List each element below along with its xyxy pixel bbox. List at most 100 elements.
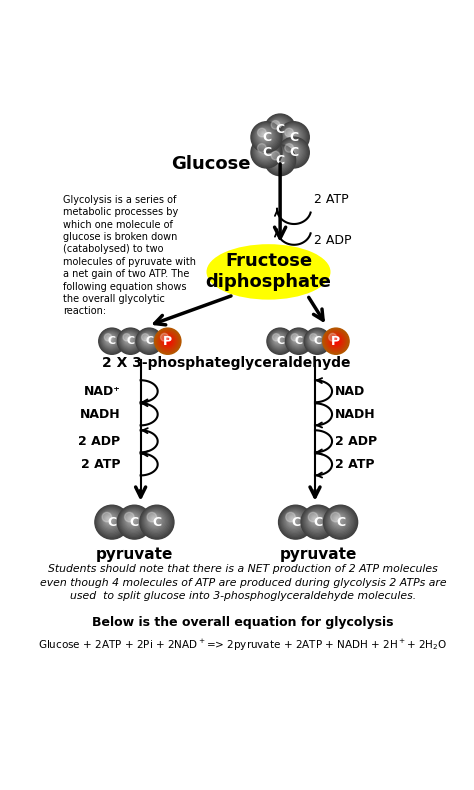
Circle shape	[119, 330, 141, 352]
Circle shape	[331, 336, 341, 347]
Circle shape	[334, 515, 343, 525]
Circle shape	[283, 126, 303, 146]
Circle shape	[286, 130, 298, 141]
Circle shape	[259, 145, 271, 157]
Circle shape	[325, 507, 355, 536]
Circle shape	[139, 332, 157, 349]
Circle shape	[256, 142, 274, 160]
Text: pyruvate: pyruvate	[279, 547, 357, 562]
Circle shape	[289, 147, 295, 153]
Circle shape	[331, 513, 340, 522]
Circle shape	[314, 338, 316, 340]
Circle shape	[324, 506, 357, 539]
Circle shape	[311, 335, 320, 344]
Circle shape	[266, 146, 293, 173]
Circle shape	[102, 513, 111, 522]
Text: C: C	[130, 516, 139, 529]
Circle shape	[285, 512, 303, 530]
Circle shape	[284, 128, 301, 144]
Circle shape	[276, 126, 279, 128]
Text: NAD: NAD	[335, 385, 365, 397]
Text: C: C	[313, 516, 323, 529]
Circle shape	[277, 338, 279, 340]
Circle shape	[271, 333, 287, 348]
Circle shape	[289, 133, 293, 137]
Circle shape	[124, 334, 135, 345]
Circle shape	[287, 329, 310, 352]
Circle shape	[274, 123, 282, 131]
Circle shape	[146, 512, 164, 530]
Circle shape	[257, 144, 266, 152]
Circle shape	[98, 508, 125, 535]
Circle shape	[309, 333, 323, 347]
Circle shape	[254, 140, 278, 164]
Circle shape	[161, 334, 175, 348]
Circle shape	[279, 122, 308, 152]
Circle shape	[289, 148, 293, 152]
Circle shape	[273, 334, 284, 345]
Circle shape	[144, 509, 169, 534]
Circle shape	[290, 517, 297, 523]
Circle shape	[162, 335, 174, 348]
Circle shape	[313, 517, 318, 521]
Circle shape	[164, 337, 172, 345]
Circle shape	[295, 337, 299, 341]
Circle shape	[268, 118, 291, 140]
Circle shape	[270, 119, 288, 137]
Circle shape	[326, 508, 354, 535]
Circle shape	[262, 148, 266, 152]
Text: Students should note that there is a NET production of 2 ATP molecules
even thou: Students should note that there is a NET…	[40, 565, 446, 601]
Circle shape	[290, 134, 292, 136]
Circle shape	[289, 331, 308, 350]
Circle shape	[269, 149, 290, 170]
Circle shape	[282, 125, 304, 148]
Circle shape	[275, 336, 282, 343]
Circle shape	[252, 122, 281, 152]
Circle shape	[326, 332, 346, 351]
Circle shape	[268, 329, 292, 353]
Circle shape	[167, 340, 169, 342]
Circle shape	[289, 515, 298, 525]
Circle shape	[129, 517, 134, 521]
Text: 2 ADP: 2 ADP	[335, 435, 377, 448]
Circle shape	[279, 138, 308, 167]
Circle shape	[306, 330, 328, 352]
Circle shape	[149, 514, 161, 526]
Circle shape	[123, 334, 136, 346]
Circle shape	[332, 514, 346, 527]
Text: C: C	[145, 337, 153, 346]
Text: C: C	[295, 337, 303, 346]
Circle shape	[270, 331, 289, 350]
Circle shape	[310, 333, 317, 341]
Text: C: C	[275, 154, 285, 167]
Circle shape	[107, 517, 111, 521]
Text: P: P	[331, 335, 340, 348]
Text: 2 ATP: 2 ATP	[81, 458, 120, 471]
Circle shape	[96, 506, 128, 538]
Circle shape	[273, 334, 285, 346]
Circle shape	[145, 337, 150, 342]
Circle shape	[120, 331, 139, 350]
Text: 2 X 3-phosphateglyceraldehyde: 2 X 3-phosphateglyceraldehyde	[101, 356, 350, 370]
Circle shape	[286, 513, 295, 522]
Text: C: C	[108, 516, 117, 529]
Text: C: C	[152, 516, 162, 529]
Circle shape	[288, 514, 299, 526]
Circle shape	[330, 512, 348, 530]
Circle shape	[296, 338, 297, 340]
Circle shape	[264, 114, 296, 145]
Circle shape	[334, 340, 337, 343]
Circle shape	[251, 122, 282, 152]
Circle shape	[265, 145, 294, 175]
Circle shape	[125, 513, 141, 529]
Circle shape	[282, 141, 304, 163]
Circle shape	[105, 515, 114, 525]
Circle shape	[104, 333, 112, 341]
Circle shape	[258, 144, 272, 158]
Text: 2 ATP: 2 ATP	[335, 458, 374, 471]
Circle shape	[128, 517, 136, 523]
Circle shape	[145, 510, 167, 532]
Circle shape	[290, 333, 306, 348]
Circle shape	[313, 337, 318, 342]
Circle shape	[292, 334, 302, 345]
